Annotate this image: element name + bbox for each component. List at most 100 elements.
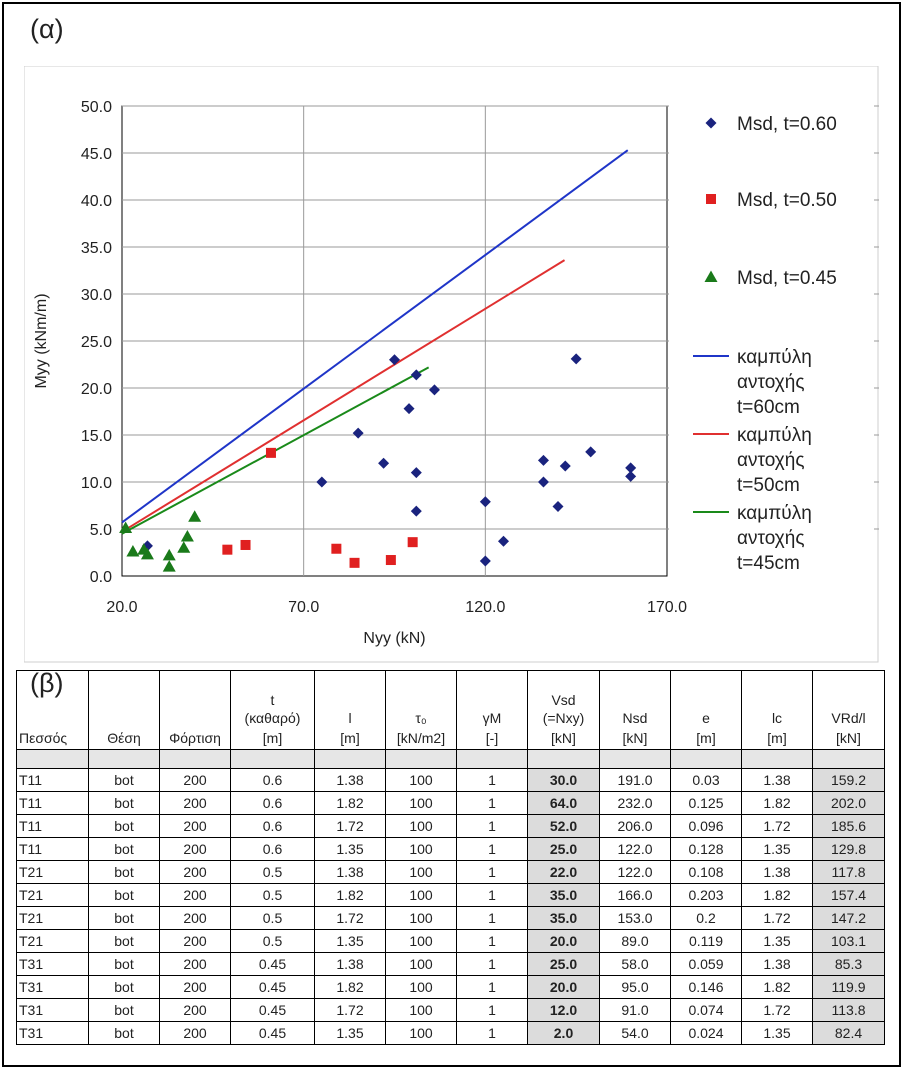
table-header-row-units: Πεσσός Θέση Φόρτιση [m] [m] [kN/m2] [-] [kN] [kN… xyxy=(16,729,885,750)
x-tick-label: 70.0 xyxy=(288,599,319,616)
header-top-8: Nsd xyxy=(599,670,671,729)
series-2-point xyxy=(177,541,191,553)
table-cell: 232.0 xyxy=(599,791,671,815)
table-cell: 1 xyxy=(456,814,528,838)
table-cell: bot xyxy=(88,998,160,1022)
header-unit-9: [m] xyxy=(670,729,742,750)
legend-line-label: καμπύλη xyxy=(737,425,812,446)
table-cell: T31 xyxy=(16,998,89,1022)
header-top-9: e xyxy=(670,670,742,729)
y-tick-label: 40.0 xyxy=(81,193,112,210)
table-cell: 1.82 xyxy=(314,975,386,999)
series-0-point xyxy=(410,467,422,479)
table-row: T31 bot 200 0.45 1.35 100 1 2.0 54.0 0.024 1.35 82.… xyxy=(16,1021,885,1045)
table-cell: 157.4 xyxy=(812,883,885,907)
header-symbol: Vsd xyxy=(551,692,576,708)
series-0-point xyxy=(537,454,549,466)
header-symbol-sub: (καθαρό) xyxy=(244,710,301,726)
table-cell: 200 xyxy=(159,975,231,999)
y-axis-label: Myy (kNm/m) xyxy=(33,293,50,388)
legend-line-label: t=60cm xyxy=(737,397,800,418)
table-header-row-top: t (καθαρό) l τ₀ γM Vsd (=Nxy) Nsd e lc VRd/l xyxy=(16,670,885,729)
table-cell: 113.8 xyxy=(812,998,885,1022)
table-cell: 20.0 xyxy=(527,975,600,999)
table-cell: T21 xyxy=(16,860,89,884)
header-unit-6: [-] xyxy=(456,729,528,750)
table-cell: 52.0 xyxy=(527,814,600,838)
series-0-point xyxy=(141,540,153,552)
table-cell: 30.0 xyxy=(527,768,600,792)
table-cell: bot xyxy=(88,929,160,953)
series-1-point xyxy=(407,537,418,548)
table-cell: 0.125 xyxy=(670,791,742,815)
table-cell: 58.0 xyxy=(599,952,671,976)
table-cell: 0.128 xyxy=(670,837,742,861)
table-cell: bot xyxy=(88,837,160,861)
table-cell: bot xyxy=(88,1021,160,1045)
header-symbol: e xyxy=(702,710,710,726)
x-tick-label: 170.0 xyxy=(647,599,687,616)
series-1-point xyxy=(331,543,342,554)
table-cell: 1.35 xyxy=(741,837,813,861)
y-tick-label: 30.0 xyxy=(81,287,112,304)
y-tick-label: 20.0 xyxy=(81,381,112,398)
table-cell: 1.35 xyxy=(314,837,386,861)
table-cell: 89.0 xyxy=(599,929,671,953)
results-table-wrap: t (καθαρό) l τ₀ γM Vsd (=Nxy) Nsd e lc VRd/l Πεσσό… xyxy=(16,670,885,1045)
y-tick-label: 25.0 xyxy=(81,334,112,351)
table-cell: 200 xyxy=(159,952,231,976)
table-cell: 0.108 xyxy=(670,860,742,884)
header-unit-11: [kN] xyxy=(812,729,885,750)
table-spacer-row xyxy=(16,749,885,769)
table-cell: 1.72 xyxy=(314,998,386,1022)
table-cell: 35.0 xyxy=(527,906,600,930)
legend-line-label: καμπύλη xyxy=(737,503,812,524)
header-unit-3: [m] xyxy=(230,729,315,750)
table-cell: bot xyxy=(88,952,160,976)
x-axis-label: Nyy (kN) xyxy=(363,630,425,647)
header-symbol: VRd/l xyxy=(831,710,866,726)
table-cell: 1.38 xyxy=(741,860,813,884)
table-cell: 200 xyxy=(159,791,231,815)
series-2-point xyxy=(188,510,202,522)
series-1-point xyxy=(222,544,233,555)
header-unit-7: [kN] xyxy=(527,729,600,750)
series-0-point xyxy=(352,427,364,439)
series-2-point xyxy=(140,547,154,560)
table-cell: T21 xyxy=(16,883,89,907)
table-cell: bot xyxy=(88,906,160,930)
series-0-point xyxy=(570,353,582,365)
y-tick-label: 35.0 xyxy=(81,240,112,257)
header-symbol: τ₀ xyxy=(415,710,427,726)
table-cell: 1.35 xyxy=(741,929,813,953)
header-unit-0: Πεσσός xyxy=(16,729,89,750)
legend-marker-0 xyxy=(705,117,717,129)
series-0-point xyxy=(625,462,637,474)
table-cell: 129.8 xyxy=(812,837,885,861)
table-cell: 100 xyxy=(385,998,457,1022)
table-row: T21 bot 200 0.5 1.38 100 1 22.0 122.0 0.108 1.38 11… xyxy=(16,860,885,884)
table-cell: 200 xyxy=(159,998,231,1022)
table-cell: 100 xyxy=(385,768,457,792)
table-cell: T11 xyxy=(16,768,89,792)
series-2-point xyxy=(162,548,176,561)
legend-label: Msd, t=0.60 xyxy=(737,114,837,135)
legend-line-label: αντοχής xyxy=(737,528,804,549)
table-cell: 0.5 xyxy=(230,883,315,907)
legend-line-label: καμπύλη xyxy=(737,347,812,368)
series-2-point xyxy=(119,521,133,534)
table-cell: 200 xyxy=(159,883,231,907)
table-cell: 0.45 xyxy=(230,1021,315,1045)
header-top-4: l xyxy=(314,670,386,729)
table-cell: 1.72 xyxy=(741,906,813,930)
table-cell: 82.4 xyxy=(812,1021,885,1045)
series-0-point xyxy=(585,446,597,458)
table-body: T11 bot 200 0.6 1.38 100 1 30.0 191.0 0.03 1.38 159… xyxy=(16,749,885,1045)
table-cell: bot xyxy=(88,860,160,884)
resistance-line-0 xyxy=(121,149,629,524)
series-2-point xyxy=(180,530,194,542)
table-cell: bot xyxy=(88,768,160,792)
table-cell: 1.38 xyxy=(314,768,386,792)
table-cell: 1 xyxy=(456,929,528,953)
legend-label: Msd, t=0.45 xyxy=(737,268,837,289)
